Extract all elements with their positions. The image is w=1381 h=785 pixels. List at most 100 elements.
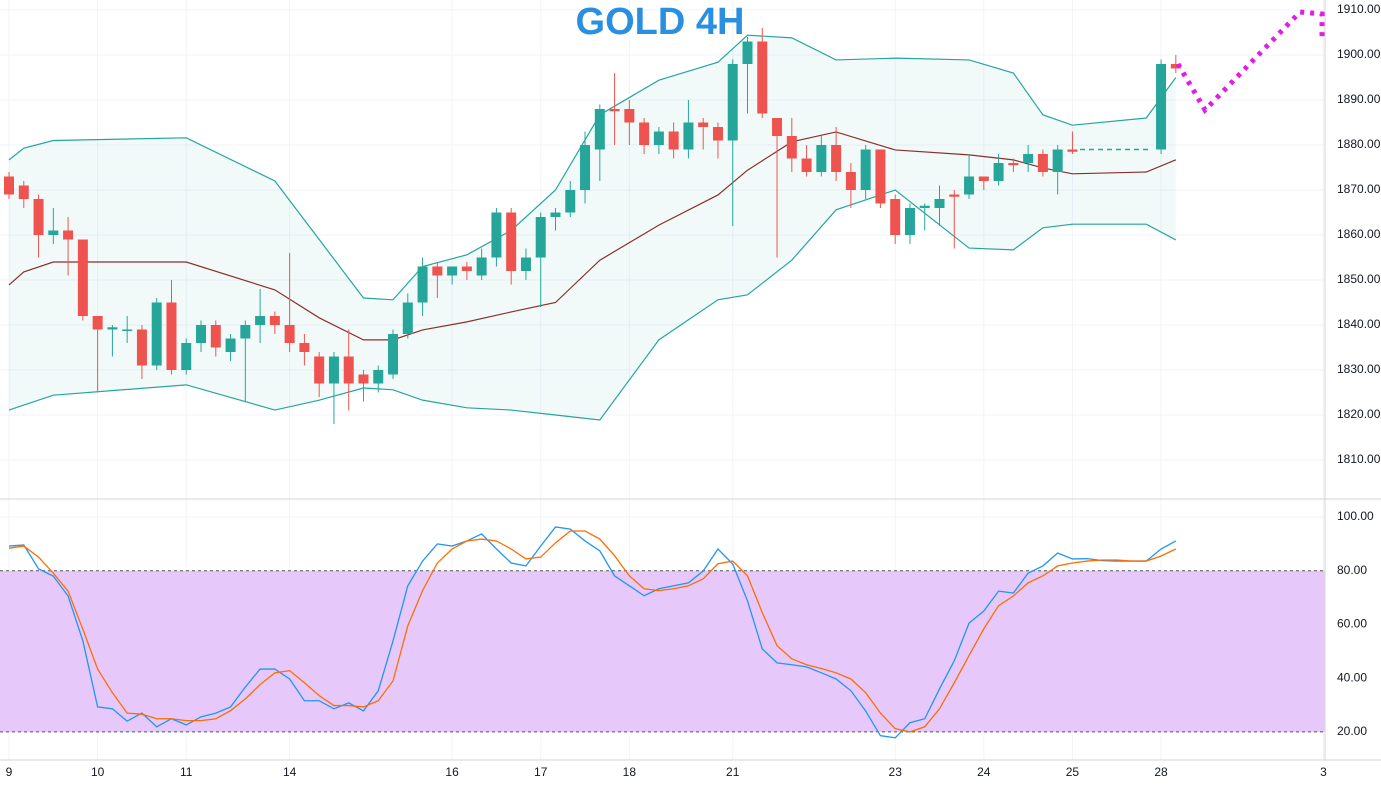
candle-body — [388, 334, 399, 375]
candle-body — [978, 176, 989, 181]
candle-body — [476, 257, 487, 276]
candle-body — [609, 109, 620, 112]
candle-body — [240, 325, 251, 339]
y-tick-label: 80.00 — [1337, 563, 1367, 577]
y-tick-label: 100.00 — [1337, 509, 1374, 523]
candle-body — [151, 302, 162, 366]
candle-body — [77, 239, 88, 316]
x-tick-label: 3 — [1320, 765, 1327, 779]
candle-body — [63, 230, 74, 240]
y-tick-label: 1910.00 — [1337, 2, 1381, 16]
candle-body — [712, 127, 723, 141]
candle-body — [299, 343, 310, 352]
candle-body — [594, 109, 605, 150]
candle-body — [461, 266, 472, 271]
candle-body — [1037, 154, 1048, 172]
y-tick-label: 1900.00 — [1337, 47, 1381, 61]
y-tick-label: 1860.00 — [1337, 227, 1381, 241]
candle-body — [993, 163, 1004, 181]
y-tick-label: 1840.00 — [1337, 317, 1381, 331]
candle-body — [727, 64, 738, 141]
x-tick-label: 28 — [1154, 765, 1168, 779]
candle-body — [166, 302, 177, 370]
candle-body — [772, 118, 783, 136]
candle-body — [284, 325, 295, 343]
candle-body — [432, 266, 443, 276]
level-band — [0, 570, 1325, 732]
candle-body — [1052, 149, 1063, 172]
candle-body — [653, 131, 664, 145]
candle-body — [904, 208, 915, 235]
x-tick-label: 16 — [445, 765, 459, 779]
price-pane — [4, 28, 1181, 424]
candle-body — [831, 145, 842, 172]
y-tick-label: 40.00 — [1337, 670, 1367, 684]
band-fill — [9, 35, 1176, 420]
candle-body — [33, 199, 44, 235]
x-tick-label: 18 — [623, 765, 637, 779]
chart-title: GOLD 4H — [576, 1, 745, 43]
y-tick-label: 1820.00 — [1337, 407, 1381, 421]
candle-body — [668, 131, 679, 150]
candle-body — [801, 158, 812, 172]
candle-body — [949, 194, 960, 197]
x-tick-label: 9 — [6, 765, 13, 779]
candle-body — [122, 329, 133, 331]
candle-body — [358, 374, 369, 384]
x-tick-label: 24 — [977, 765, 991, 779]
stochastic-pane — [0, 526, 1325, 739]
candle-body — [269, 316, 280, 325]
candle-body — [683, 122, 694, 150]
forecast-path — [1175, 9, 1325, 115]
candle-body — [402, 302, 413, 334]
candle-body — [786, 136, 797, 159]
candle-body — [255, 316, 266, 325]
candle-body — [1067, 149, 1078, 152]
candle-body — [845, 172, 856, 190]
candle-body — [417, 266, 428, 303]
x-tick-label: 17 — [534, 765, 548, 779]
candle-body — [196, 325, 207, 343]
candle-body — [491, 212, 502, 258]
y-tick-label: 1880.00 — [1337, 137, 1381, 151]
candle-body — [934, 199, 945, 208]
candle-body — [964, 176, 975, 195]
candle-body — [181, 343, 192, 370]
candle-body — [550, 212, 561, 217]
candle-body — [565, 190, 576, 213]
candle-body — [314, 356, 325, 384]
y-tick-label: 1890.00 — [1337, 92, 1381, 106]
candle-body — [343, 356, 354, 384]
candle-body — [890, 199, 901, 235]
candle-body — [210, 325, 221, 348]
candle-body — [875, 149, 886, 204]
y-tick-label: 1810.00 — [1337, 452, 1381, 466]
candle-body — [757, 41, 768, 114]
candle-body — [328, 356, 339, 384]
candle-body — [742, 41, 753, 64]
candle-body — [18, 185, 29, 199]
candle-body — [506, 212, 517, 271]
candle-body — [580, 145, 591, 190]
candle-body — [919, 205, 930, 208]
y-tick-label: 60.00 — [1337, 617, 1367, 631]
x-tick-label: 21 — [726, 765, 740, 779]
candle-body — [1170, 64, 1181, 69]
candle-body — [4, 176, 15, 195]
candle-body — [447, 266, 458, 276]
candle-body — [1156, 64, 1167, 150]
x-tick-label: 23 — [889, 765, 903, 779]
candle-body — [1023, 154, 1034, 163]
x-tick-label: 14 — [283, 765, 297, 779]
candle-body — [639, 122, 650, 145]
candle-body — [624, 109, 635, 123]
x-tick-label: 10 — [91, 765, 105, 779]
candle-body — [860, 149, 871, 190]
candle-body — [520, 257, 531, 271]
candle-body — [225, 338, 236, 352]
candle-body — [92, 316, 103, 330]
candle-body — [373, 370, 384, 384]
candle-body — [535, 217, 546, 258]
x-tick-label: 11 — [180, 765, 193, 779]
